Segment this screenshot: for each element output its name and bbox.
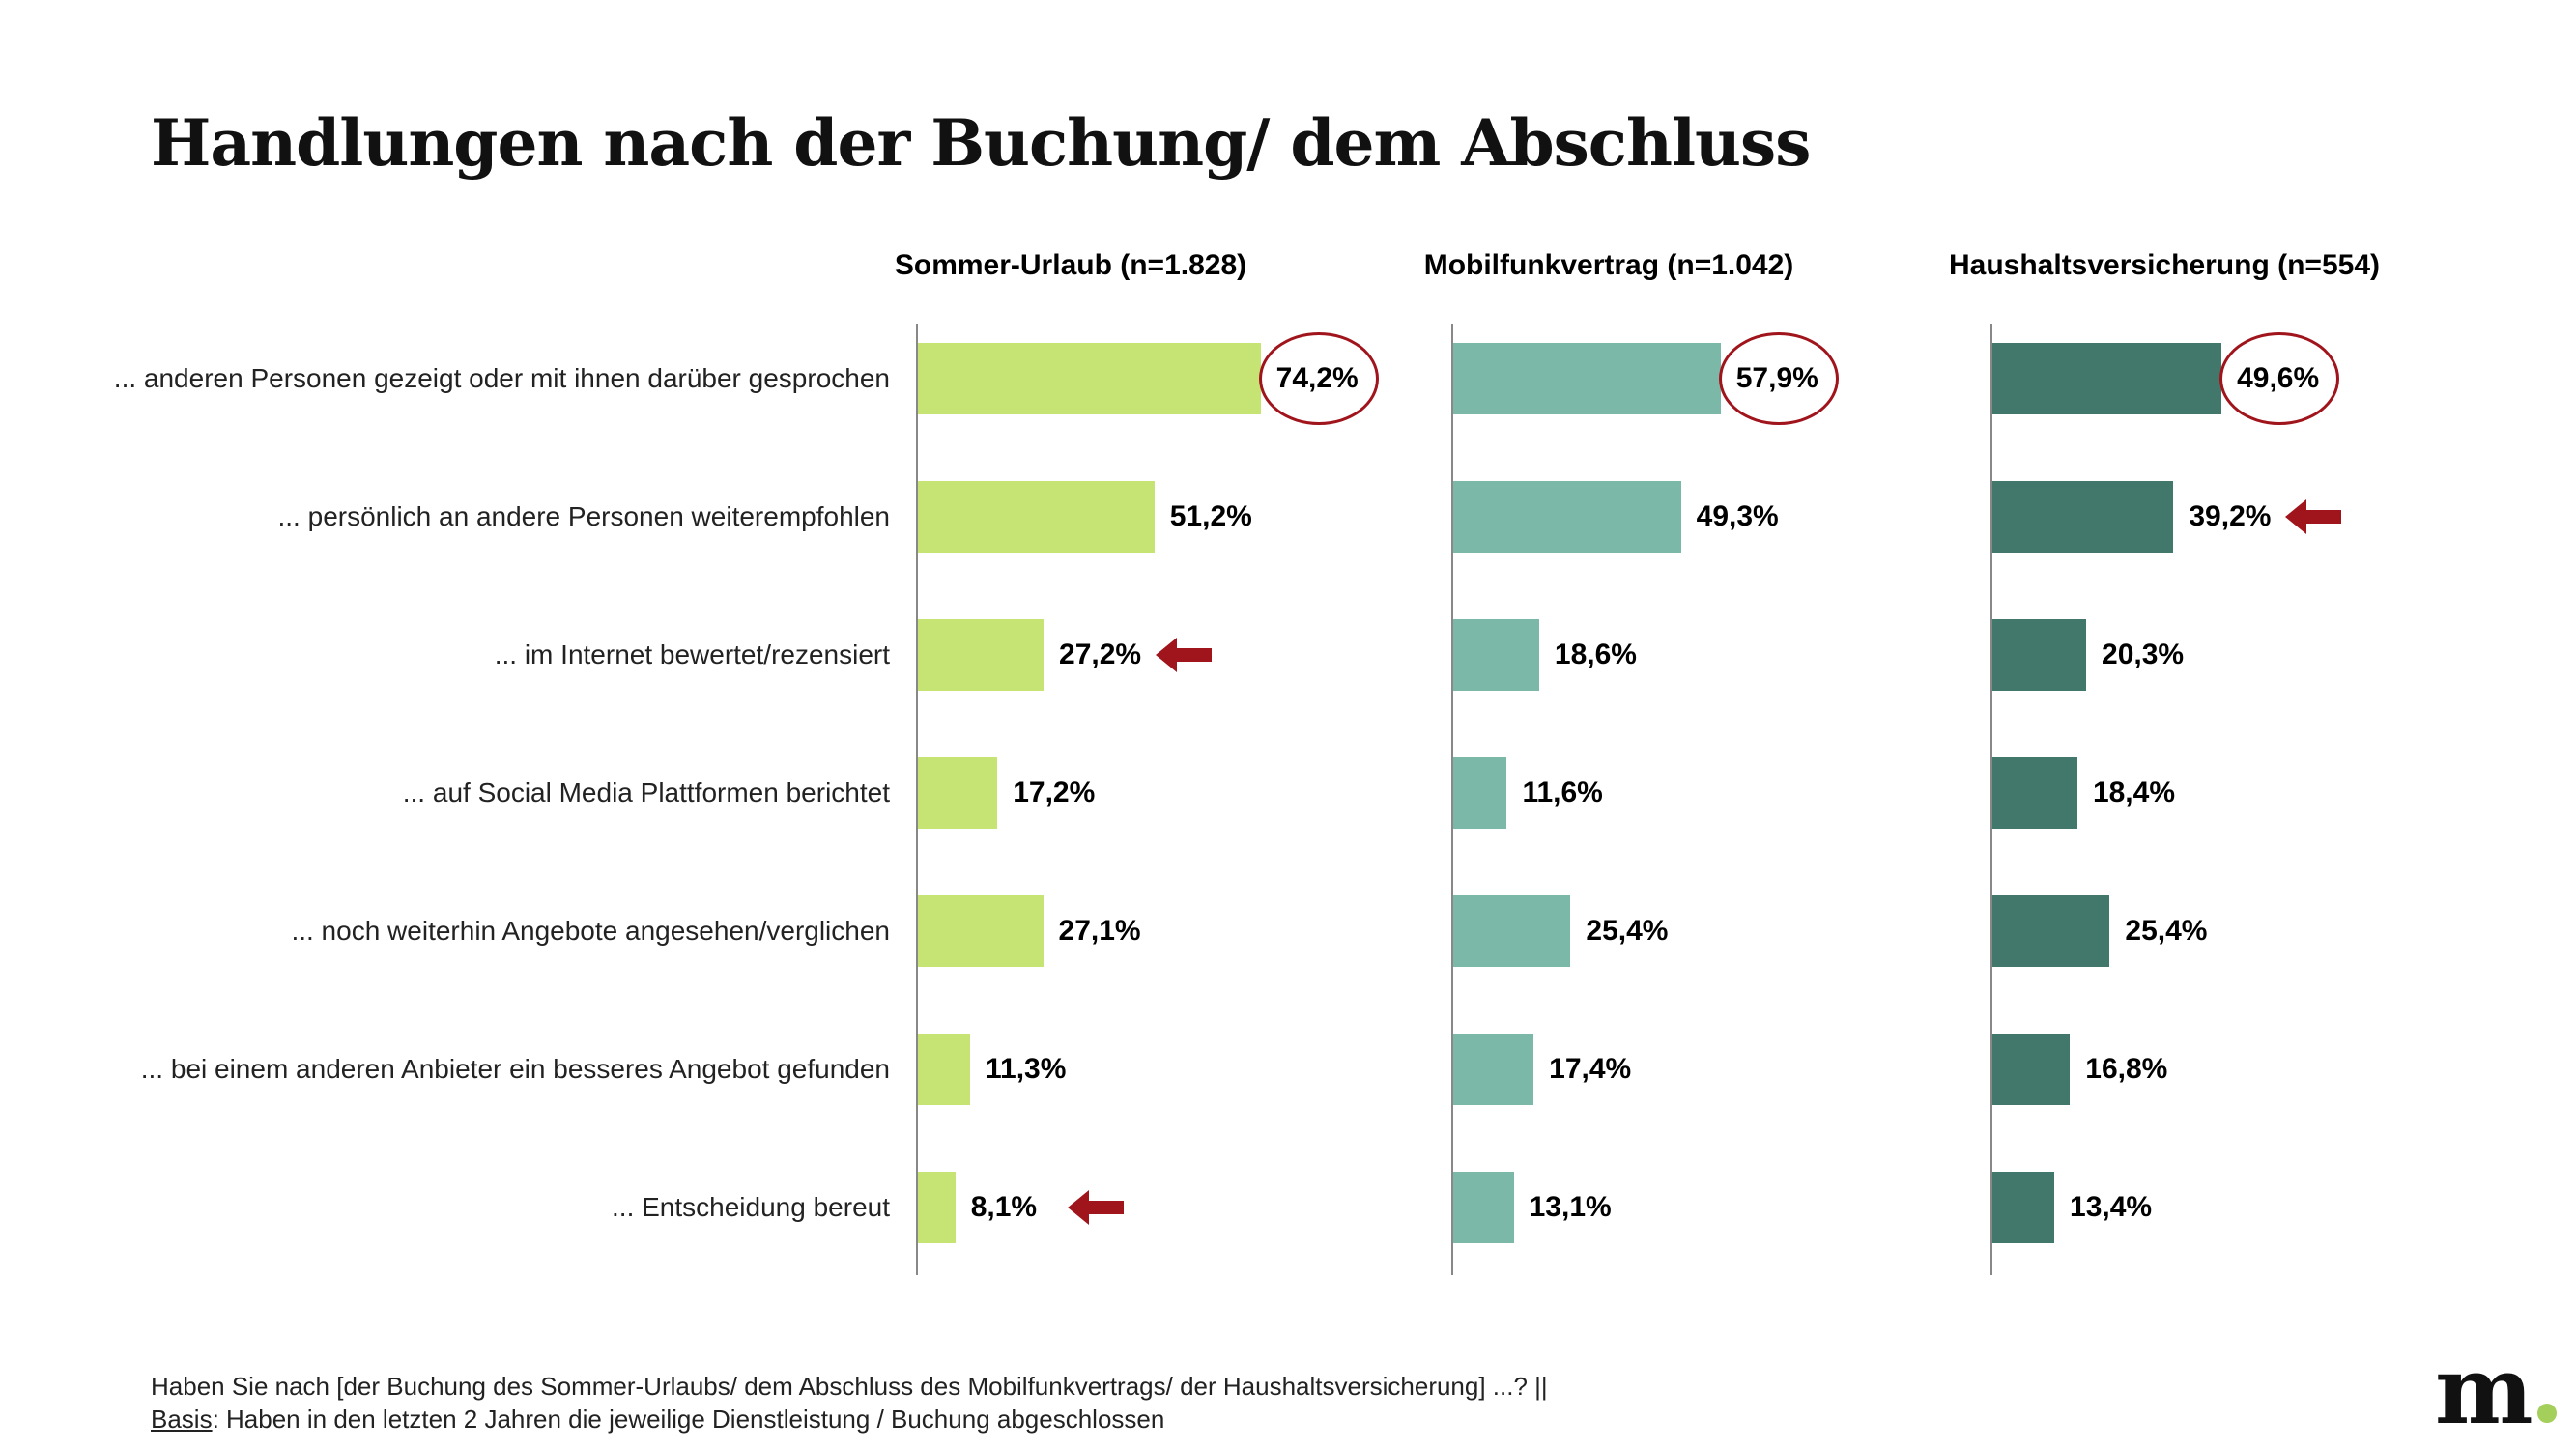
bar — [918, 895, 1044, 967]
data-label: 18,4% — [2092, 777, 2176, 809]
data-label: 17,4% — [1549, 1053, 1632, 1085]
data-label: 11,6% — [1522, 777, 1603, 809]
bar — [1992, 481, 2174, 553]
bar — [1992, 619, 2087, 691]
axis-line — [916, 324, 918, 1275]
data-label: 18,6% — [1554, 639, 1637, 670]
data-label: 17,2% — [1013, 777, 1096, 809]
bar — [918, 619, 1045, 691]
data-label: 16,8% — [2085, 1053, 2168, 1085]
bar — [1992, 895, 2110, 967]
bar — [1992, 343, 2222, 414]
bar — [918, 1172, 956, 1243]
page-title: Handlungen nach der Buchung/ dem Abschlu… — [151, 105, 1811, 181]
highlight-circle — [1718, 332, 1839, 425]
axis-line — [1990, 324, 1992, 1275]
series-title: Haushaltsversicherung (n=554) — [1948, 249, 2381, 281]
bar — [918, 481, 1155, 553]
footnote-question: Haben Sie nach [der Buchung des Sommer-U… — [151, 1372, 1548, 1401]
bar — [1453, 757, 1507, 829]
bar — [1992, 757, 2077, 829]
data-label: 11,3% — [986, 1053, 1067, 1085]
bar — [1992, 1034, 2071, 1105]
bar — [1453, 895, 1571, 967]
brand-logo: m — [2435, 1345, 2557, 1437]
series-title: Mobilfunkvertrag (n=1.042) — [1423, 249, 1794, 281]
bar — [918, 1034, 970, 1105]
footnote-basis: Basis: Haben in den letzten 2 Jahren die… — [151, 1403, 1548, 1435]
bar — [1453, 1034, 1534, 1105]
category-label: ... auf Social Media Plattformen bericht… — [402, 778, 890, 808]
data-label: 25,4% — [1586, 915, 1669, 947]
logo-letter: m — [2435, 1336, 2533, 1445]
data-label: 49,3% — [1696, 500, 1779, 532]
data-label: 39,2% — [2189, 500, 2272, 532]
category-label: ... bei einem anderen Anbieter ein besse… — [140, 1054, 890, 1084]
bar — [1453, 343, 1721, 414]
category-label: ... noch weiterhin Angebote angesehen/ve… — [291, 916, 890, 946]
highlight-arrow-icon — [2285, 499, 2342, 534]
data-label: 27,2% — [1059, 639, 1142, 670]
footnote: Haben Sie nach [der Buchung des Sommer-U… — [151, 1370, 1548, 1435]
bar — [1453, 619, 1539, 691]
highlight-circle — [2219, 332, 2340, 425]
category-label: ... anderen Personen gezeigt oder mit ih… — [113, 363, 890, 393]
highlight-arrow-icon — [1156, 638, 1213, 672]
data-label: 20,3% — [2102, 639, 2185, 670]
category-label: ... persönlich an andere Personen weiter… — [277, 501, 891, 531]
category-label: ... im Internet bewertet/rezensiert — [494, 639, 890, 669]
category-label: ... Entscheidung bereut — [612, 1192, 890, 1222]
highlight-circle — [1258, 332, 1379, 425]
bar — [918, 343, 1261, 414]
data-label: 13,4% — [2070, 1191, 2153, 1223]
bar — [1453, 1172, 1514, 1243]
series-title: Sommer-Urlaub (n=1.828) — [894, 249, 1247, 281]
data-label: 8,1% — [970, 1191, 1038, 1223]
logo-dot-icon — [2536, 1404, 2557, 1423]
highlight-arrow-icon — [1067, 1190, 1124, 1225]
data-label: 25,4% — [2125, 915, 2208, 947]
basis-label: Basis — [151, 1405, 213, 1434]
data-label: 51,2% — [1169, 500, 1252, 532]
axis-line — [1451, 324, 1453, 1275]
basis-text: : Haben in den letzten 2 Jahren die jewe… — [212, 1405, 1165, 1434]
bar — [1992, 1172, 2055, 1243]
data-label: 13,1% — [1529, 1191, 1612, 1223]
bar — [918, 757, 998, 829]
data-label: 27,1% — [1058, 915, 1141, 947]
bar — [1453, 481, 1681, 553]
